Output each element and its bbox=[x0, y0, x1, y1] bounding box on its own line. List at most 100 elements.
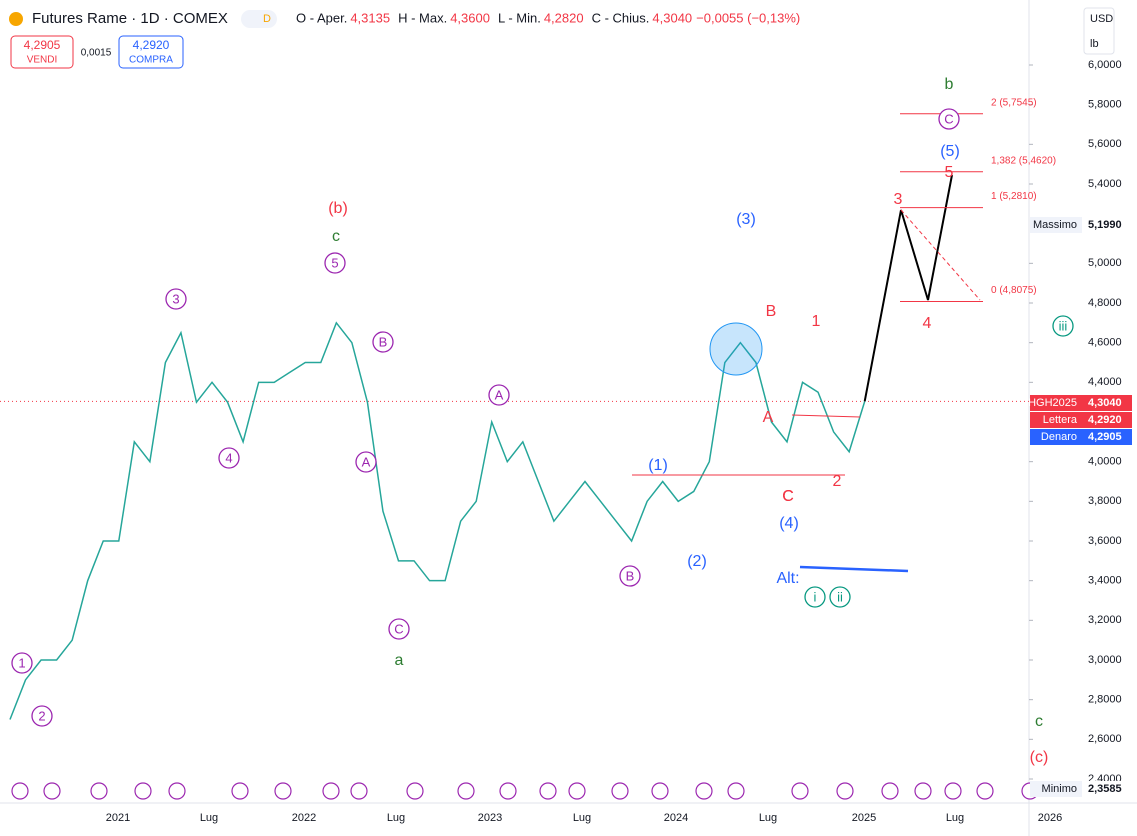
x-tick-label: 2022 bbox=[292, 812, 316, 824]
fib-label: 1 (5,2810) bbox=[991, 191, 1037, 202]
marker-bg bbox=[1030, 412, 1082, 428]
ohlc-value: 4,3135 bbox=[350, 10, 390, 25]
y-tick-label: 5,4000 bbox=[1088, 178, 1122, 190]
wave-label: 4 bbox=[923, 315, 932, 332]
wave-label: ii bbox=[837, 589, 843, 604]
ohlc-value: 4,3600 bbox=[450, 10, 490, 25]
event-icon bbox=[274, 782, 292, 800]
event-icon bbox=[90, 782, 108, 800]
x-tick-label: 2021 bbox=[106, 812, 130, 824]
event-icon bbox=[322, 782, 340, 800]
wave-circle bbox=[938, 108, 960, 130]
wave-label: B bbox=[626, 568, 635, 583]
event-icon bbox=[231, 782, 249, 800]
sell-label: VENDI bbox=[27, 55, 58, 66]
event-icon bbox=[695, 782, 713, 800]
projection-dash bbox=[900, 209, 981, 301]
y-tick-label: 2,6000 bbox=[1088, 733, 1122, 745]
trend-line bbox=[791, 414, 861, 418]
fib-label: 0 (4,8075) bbox=[991, 285, 1037, 296]
unit-box[interactable] bbox=[1083, 7, 1115, 55]
marker-name: Lettera bbox=[1043, 414, 1078, 426]
wave-label: A bbox=[362, 454, 371, 469]
event-icon bbox=[539, 782, 557, 800]
event-icon bbox=[611, 782, 629, 800]
buy-button[interactable] bbox=[118, 35, 184, 69]
x-tick-label: 2025 bbox=[852, 812, 876, 824]
event-icon bbox=[976, 782, 994, 800]
event-icon bbox=[457, 782, 475, 800]
symbol: Futures Rame · 1D · COMEX bbox=[32, 10, 228, 27]
y-tick-label: 4,6000 bbox=[1088, 337, 1122, 349]
ohlc-label: C - Chius. bbox=[592, 10, 650, 25]
y-tick-label: 3,8000 bbox=[1088, 495, 1122, 507]
marker-value: 4,3040 bbox=[1088, 397, 1122, 409]
sell-button[interactable] bbox=[10, 35, 74, 69]
wave-circle bbox=[488, 384, 510, 406]
spread: 0,0015 bbox=[81, 48, 112, 59]
wave-label: (2) bbox=[687, 553, 707, 570]
marker-bg bbox=[1030, 217, 1082, 233]
wave-circle bbox=[218, 447, 240, 469]
wave-circle bbox=[829, 586, 851, 608]
ohlc-label: H - Max. bbox=[398, 10, 447, 25]
event-icon bbox=[881, 782, 899, 800]
currency: USD bbox=[1090, 13, 1113, 25]
ohlc-label: L - Min. bbox=[498, 10, 541, 25]
wave-label: B bbox=[379, 334, 388, 349]
wave-label: 1 bbox=[18, 655, 25, 670]
wave-label: 2 bbox=[833, 473, 842, 490]
wave-label: (4) bbox=[779, 515, 799, 532]
highlight bbox=[709, 322, 763, 376]
marker-value-bg bbox=[1082, 781, 1132, 797]
marker-name: Denaro bbox=[1041, 431, 1077, 443]
wave-circle bbox=[388, 618, 410, 640]
event-icon bbox=[499, 782, 517, 800]
y-tick-label: 4,0000 bbox=[1088, 456, 1122, 468]
event-icon bbox=[43, 782, 61, 800]
wave-label: b bbox=[945, 76, 954, 93]
wave-label: c bbox=[332, 228, 340, 245]
wave-circle bbox=[11, 652, 33, 674]
y-tick-label: 3,4000 bbox=[1088, 575, 1122, 587]
wave-label: iii bbox=[1059, 318, 1068, 333]
marker-value-bg bbox=[1082, 395, 1132, 411]
event-icon bbox=[11, 782, 29, 800]
wave-circle bbox=[165, 288, 187, 310]
wave-label: 4 bbox=[225, 450, 232, 465]
projection bbox=[863, 174, 953, 402]
y-tick-label: 4,8000 bbox=[1088, 297, 1122, 309]
event-icon bbox=[168, 782, 186, 800]
marker-bg bbox=[1030, 395, 1082, 411]
y-tick-label: 3,2000 bbox=[1088, 614, 1122, 626]
event-icon bbox=[791, 782, 809, 800]
ohlc-label: O - Aper. bbox=[296, 10, 347, 25]
wave-label: C bbox=[782, 488, 794, 505]
badge: D bbox=[263, 13, 271, 25]
unit: lb bbox=[1090, 38, 1099, 50]
wave-circle bbox=[372, 331, 394, 353]
y-tick-label: 3,0000 bbox=[1088, 654, 1122, 666]
wave-label: 2 bbox=[38, 708, 45, 723]
wave-label: (5) bbox=[940, 143, 960, 160]
wave-label: a bbox=[395, 652, 404, 669]
x-tick-label: Lug bbox=[387, 812, 405, 824]
fib-label: 2 (5,7545) bbox=[991, 97, 1037, 108]
wave-circle bbox=[804, 586, 826, 608]
wave-label: C bbox=[394, 621, 403, 636]
y-tick-label: 3,6000 bbox=[1088, 535, 1122, 547]
ohlc-value: 4,3040 bbox=[652, 10, 692, 25]
wave-label: i bbox=[814, 589, 817, 604]
marker-name: HGH2025 bbox=[1028, 397, 1077, 409]
y-tick-label: 4,4000 bbox=[1088, 376, 1122, 388]
wave-label: Alt: bbox=[776, 570, 799, 587]
event-icon bbox=[914, 782, 932, 800]
marker-bg bbox=[1030, 781, 1082, 797]
wave-label: 5 bbox=[331, 255, 338, 270]
x-tick-label: Lug bbox=[759, 812, 777, 824]
event-icon bbox=[727, 782, 745, 800]
wave-label: (c) bbox=[1030, 749, 1049, 766]
wave-label: A bbox=[763, 409, 774, 426]
